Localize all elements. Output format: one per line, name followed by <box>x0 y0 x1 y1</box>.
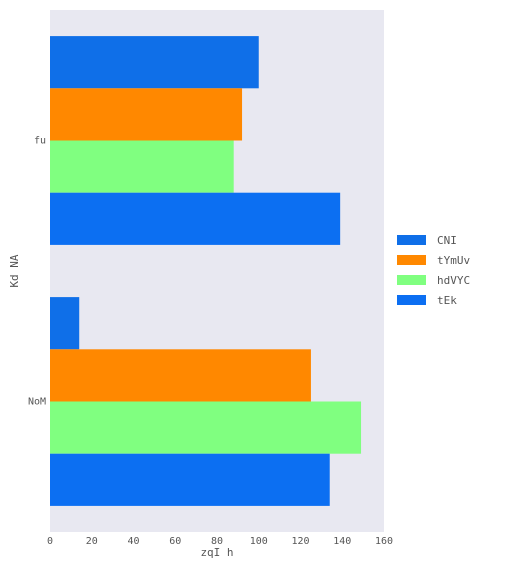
legend-swatch <box>397 235 426 245</box>
x-tick-label: 60 <box>169 536 181 547</box>
y-axis-label: Kd NA <box>8 254 21 287</box>
legend-swatch <box>397 255 426 265</box>
bar-tYmUv-fu <box>50 88 243 141</box>
legend-label: CNI <box>437 234 457 247</box>
legend-label: tEk <box>437 294 457 307</box>
x-tick-label: 120 <box>291 536 309 547</box>
x-tick-label: 80 <box>211 536 223 547</box>
bar-hdVYC-fu <box>50 140 234 193</box>
bar-CNI-NoM <box>50 297 80 350</box>
y-categories-group: fu NoM <box>28 136 46 408</box>
x-tick-label: 160 <box>375 536 393 547</box>
legend-label: tYmUv <box>437 254 470 267</box>
x-axis-label: zqI h <box>200 546 233 559</box>
x-tick-label: 140 <box>333 536 351 547</box>
bar-tEk-NoM <box>50 453 330 506</box>
y-tick-label: fu <box>34 136 46 147</box>
legend: CNI tYmUv hdVYC tEk <box>397 234 470 307</box>
bar-tEk-fu <box>50 192 341 245</box>
bar-hdVYC-NoM <box>50 401 362 454</box>
x-tick-label: 100 <box>250 536 268 547</box>
bars-group <box>50 36 362 506</box>
x-tick-label: 0 <box>47 536 53 547</box>
x-tick-label: 20 <box>86 536 98 547</box>
x-ticks-group: 0 20 40 60 80 100 120 140 160 <box>47 536 393 547</box>
legend-label: hdVYC <box>437 274 470 287</box>
x-tick-label: 40 <box>127 536 139 547</box>
legend-swatch <box>397 275 426 285</box>
bar-tYmUv-NoM <box>50 349 311 402</box>
bar-CNI-fu <box>50 36 259 89</box>
legend-swatch <box>397 295 426 305</box>
y-tick-label: NoM <box>28 397 46 408</box>
